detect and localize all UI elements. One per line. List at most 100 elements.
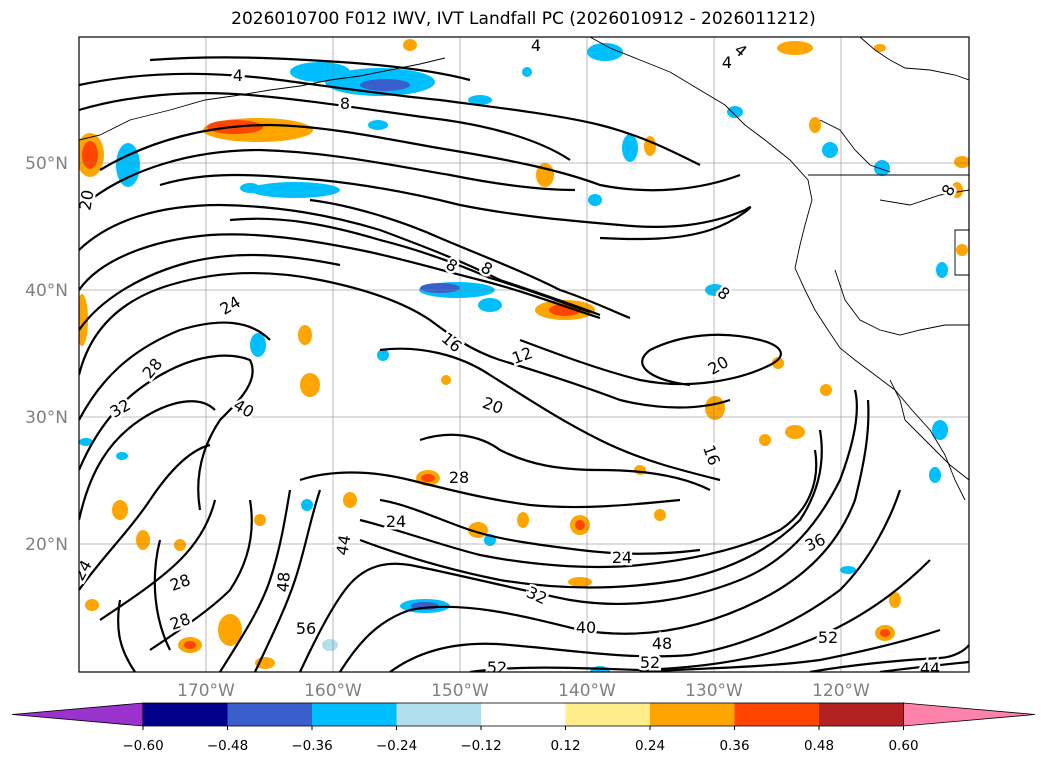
pc-shading-blob [421,474,435,482]
colorbar-segment [481,703,566,726]
pc-shading-blob [932,420,948,440]
contour-label: 28 [139,354,167,382]
pc-shading-blob [343,492,357,508]
colorbar-extend-low [11,702,144,727]
lon-label: 120°W [812,681,870,701]
contour-label: 4 [233,66,243,85]
lon-label: 150°W [431,681,489,701]
pc-shading-blob [298,325,312,345]
pc-shading-blob [634,465,646,475]
contour-label: 20 [75,188,97,211]
pc-shading-blob [785,425,805,439]
colorbar-extend-high [903,702,1036,727]
colorbar-segment [819,703,904,726]
pc-shading-blob [587,43,623,61]
contour-label: 20 [705,352,732,379]
pc-shading-blob [218,614,242,646]
contour-label: 4 [731,40,751,61]
colorbar-tick-label: 0.60 [888,738,918,754]
pc-shading-blob [654,509,666,521]
pc-shading-blob [517,512,529,528]
colorbar-segment [396,703,482,726]
contour-label: 44 [920,659,940,678]
contour-label: 52 [640,653,660,672]
pc-shading-blob [184,641,196,649]
contour-label: 40 [230,395,257,422]
pc-shading-blob [759,434,771,446]
colorbar-segment [734,703,820,726]
contour-label: 44 [332,533,354,556]
lon-label: 140°W [558,681,616,701]
map-title: 2026010700 F012 IWV, IVT Landfall PC (20… [231,9,816,29]
pc-shading-blob [377,349,389,361]
pc-shading-blob [254,514,266,526]
pc-shading-blob [79,294,88,346]
pc-shading-blob [301,499,313,511]
lat-label: 20°N [25,535,68,555]
shading-layer [79,39,969,672]
pc-shading-blob [705,396,725,420]
contour-label: 24 [612,548,632,567]
contour-label: 28 [449,468,469,487]
pc-shading-blob [588,194,602,206]
colorbar-tick-label: −0.12 [460,738,501,754]
lat-label: 40°N [25,281,68,301]
contour-label: 16 [438,329,466,357]
iwv-contours [79,56,969,672]
pc-shading-blob [820,384,832,396]
pc-shading-blob [522,67,532,77]
colorbar-tick-label: 0.48 [804,738,834,754]
pc-shading-blob [441,375,451,385]
pc-shading-blob [622,134,638,162]
lat-label: 50°N [25,154,68,174]
plot-frame [78,36,970,673]
lat-label: 30°N [25,408,68,428]
colorbar-segment [650,703,735,726]
contour-label: 40 [576,618,596,637]
pc-shading-blob [954,156,969,168]
pc-shading-blob [116,452,128,460]
pc-shading-blob [568,577,592,587]
contour-label: 28 [167,609,193,634]
pc-shading-blob [250,333,266,357]
pc-shading-blob [250,182,340,198]
pc-shading-blob [360,79,410,91]
contour-label: 52 [818,628,838,647]
pc-shading-blob [809,117,821,133]
pc-shading-blob [240,183,260,193]
colorbar-tick-label: 0.36 [719,738,749,754]
contour-label: 8 [340,94,350,113]
contour-label: 24 [69,557,96,584]
contour-label: 16 [699,442,724,468]
lon-label: 160°W [304,681,362,701]
colorbar-segment [565,703,651,726]
pc-shading-blob [936,262,948,278]
pc-shading-blob [403,39,417,51]
pc-shading-blob [368,120,388,130]
pc-shading-blob [79,438,93,446]
pc-shading-blob [82,141,98,169]
colorbar-tick-label: −0.36 [291,738,332,754]
contour-label: 48 [273,571,294,593]
pc-shading-blob [874,160,890,176]
pc-shading-blob [174,539,186,551]
pc-shading-blob [956,244,968,256]
lon-label: 130°W [685,681,743,701]
lon-axis: 170°W 160°W 150°W 140°W 130°W 120°W [177,681,870,701]
colorbar-segment [312,703,397,726]
pc-shading-blob [575,520,585,530]
contour-label: 48 [652,634,672,653]
pc-shading-blob [322,639,338,651]
pc-shading-blob [929,467,941,483]
pc-shading-blob [951,182,963,198]
contour-label: 56 [296,619,316,638]
pc-shading-blob [420,283,460,293]
pc-shading-blob [727,106,743,118]
lat-axis: 50°N 40°N 30°N 20°N [25,154,68,555]
colorbar: −0.60 −0.48 −0.36 −0.24 −0.12 0.12 0.24 0.36 0.4… [11,702,1036,754]
pc-shading-blob [880,629,890,637]
contour-label: 4 [531,36,541,55]
contour-label: 20 [480,393,506,418]
colorbar-segment [227,703,313,726]
